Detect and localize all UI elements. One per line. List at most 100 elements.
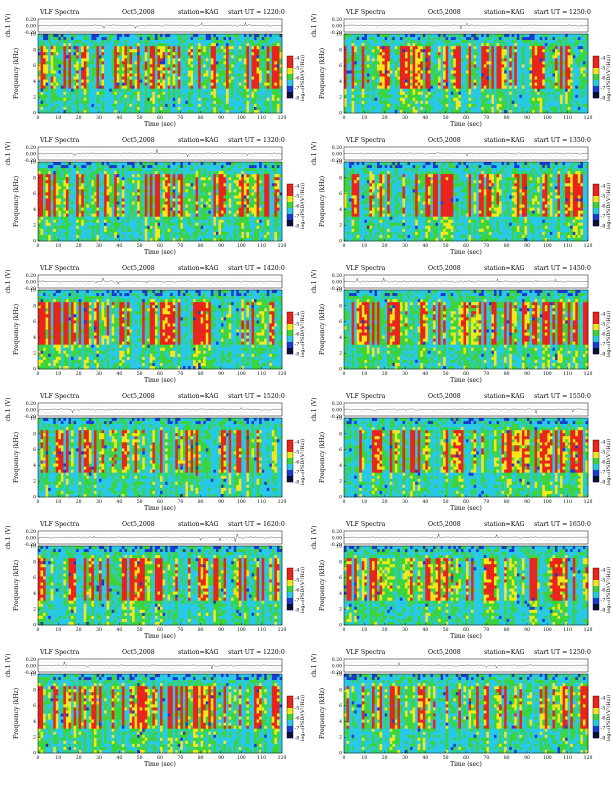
spectrogram-cell (392, 61, 396, 65)
spectrogram-cell (203, 43, 207, 47)
spectrogram-cell (389, 97, 393, 102)
spectrogram-cell (549, 34, 553, 38)
spectrogram-cell (491, 82, 495, 86)
spectrogram-cell (228, 49, 232, 53)
spectrogram-cell (577, 85, 581, 89)
spectrogram-cell (466, 52, 469, 56)
spectrogram-cell (274, 40, 278, 44)
spectrogram-cell (466, 46, 469, 50)
spectrogram-cell (154, 49, 158, 53)
spectrogram-cell (251, 46, 255, 50)
spectrogram-cell (177, 100, 181, 105)
spectrogram-cell (213, 61, 217, 65)
spectrogram-cell (534, 106, 538, 111)
spectrogram-cell (109, 106, 113, 111)
spectrogram-cell (534, 85, 538, 89)
spectrogram-cell (83, 76, 87, 80)
spectrogram-cell (121, 88, 125, 93)
spectrogram-cell (486, 76, 490, 80)
spectrogram-cell (50, 37, 54, 41)
spectrogram-cell (142, 46, 146, 50)
spectrogram-cell (524, 34, 528, 38)
spectrogram-cell (580, 49, 584, 53)
spectrogram-cell (410, 103, 413, 108)
spectrogram-cell (354, 103, 358, 108)
spectrogram-cell (116, 70, 120, 74)
spectrogram-cell (445, 100, 449, 105)
spectrogram-cell (180, 49, 184, 53)
spectrogram-cell (453, 40, 457, 44)
spectrogram-cell (165, 67, 168, 71)
spectrogram-cell (440, 67, 444, 71)
spectrogram-cell (478, 94, 482, 99)
spectrogram-cell (371, 46, 375, 50)
spectrogram-cell (410, 106, 413, 111)
spectrogram-cell (68, 100, 72, 105)
spectrogram-cell (276, 40, 280, 44)
spectrogram-cell (387, 40, 391, 44)
spectrogram-cell (407, 103, 411, 108)
spectrogram-cell (458, 94, 462, 99)
spectrogram-cell (501, 64, 505, 68)
spectrogram-cell (349, 52, 352, 56)
spectrogram-cell (407, 94, 411, 99)
spectrogram-cell (116, 55, 120, 59)
spectrogram-cell (165, 49, 168, 53)
spectrogram-cell (384, 64, 388, 68)
spectrogram-cell (241, 88, 245, 93)
spectrogram-cell (182, 94, 186, 99)
spectrogram-cell (549, 40, 553, 44)
spectrogram-cell (215, 100, 219, 105)
spectrogram-cell (496, 34, 500, 38)
spectrogram-cell (210, 94, 214, 99)
spectrogram-cell (86, 67, 90, 71)
spectrogram-cell (162, 91, 166, 96)
spectrogram-cell (180, 64, 184, 68)
spectrogram-cell (172, 76, 176, 80)
spectrogram-cell (152, 70, 156, 74)
spectrogram-cell (557, 82, 561, 86)
spectrogram-cell (200, 43, 204, 47)
spectrogram-cell (157, 85, 161, 89)
spectrogram-cell (443, 70, 446, 74)
spectrogram-cell (172, 70, 176, 74)
spectrogram-cell (124, 64, 128, 68)
spectrogram-cell (384, 49, 388, 53)
spectrogram-cell (99, 58, 102, 62)
spectrogram-cell (351, 91, 355, 96)
spectrogram-cell (111, 52, 115, 56)
spectrogram-cell (200, 52, 204, 56)
spectrogram-cell (549, 94, 553, 99)
spectrogram-cell (460, 49, 464, 53)
spectrogram-cell (374, 70, 378, 74)
spectrogram-cell (109, 100, 113, 105)
spectrogram-cell (572, 82, 576, 86)
spectrogram-cell (40, 79, 44, 83)
spectrogram-cell (369, 61, 373, 65)
spectrogram-cell (547, 64, 551, 68)
spectrogram-cell (397, 97, 401, 102)
spectrogram-cell (269, 76, 273, 80)
spectrogram-cell (501, 40, 505, 44)
spectrogram-cell (445, 79, 449, 83)
spectrogram-cell (68, 76, 72, 80)
spectrogram-cell (187, 40, 191, 44)
spectrogram-cell (405, 76, 408, 80)
spectrogram-cell (116, 106, 120, 111)
spectrogram-cell (565, 70, 568, 74)
spectrogram-cell (565, 97, 568, 102)
spectrogram-cell (279, 43, 283, 47)
spectrogram-cell (203, 58, 207, 62)
spectrogram-cell (190, 97, 194, 102)
spectrogram-cell (537, 37, 541, 41)
spectrogram-cell (585, 52, 589, 56)
spectrogram-cell (251, 58, 255, 62)
spectrogram-cell (537, 46, 541, 50)
spectrogram-cell (453, 94, 457, 99)
spectrogram-cell (81, 73, 85, 77)
spectrogram-cell (190, 94, 194, 99)
spectrogram-cell (241, 106, 245, 111)
spectrogram-cell (420, 43, 424, 47)
spectrogram-cell (582, 40, 586, 44)
spectrogram-cell (142, 85, 146, 89)
